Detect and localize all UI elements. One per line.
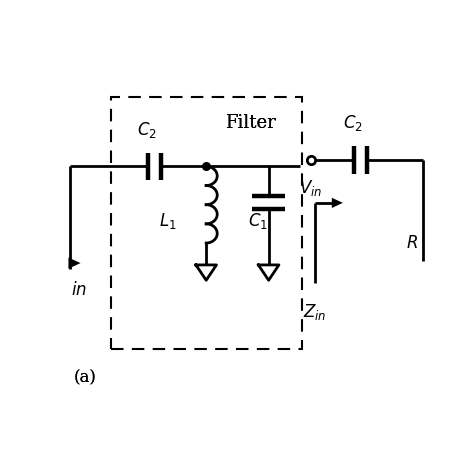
Text: $R$: $R$ [406, 235, 418, 252]
Text: $C_2$: $C_2$ [137, 120, 157, 140]
Text: Filter: Filter [225, 114, 276, 132]
Text: $L_1$: $L_1$ [159, 211, 176, 231]
Text: (a): (a) [73, 370, 96, 387]
Text: $Z_{in}$: $Z_{in}$ [303, 302, 326, 322]
Text: $V_{in}$: $V_{in}$ [299, 178, 322, 198]
Text: Filter: Filter [225, 114, 276, 132]
Text: $C_1$: $C_1$ [247, 211, 268, 231]
Text: $C_2$: $C_2$ [343, 113, 363, 133]
Text: (a): (a) [73, 370, 96, 387]
Polygon shape [332, 198, 343, 208]
Text: $in$: $in$ [72, 282, 88, 300]
Polygon shape [68, 257, 81, 269]
